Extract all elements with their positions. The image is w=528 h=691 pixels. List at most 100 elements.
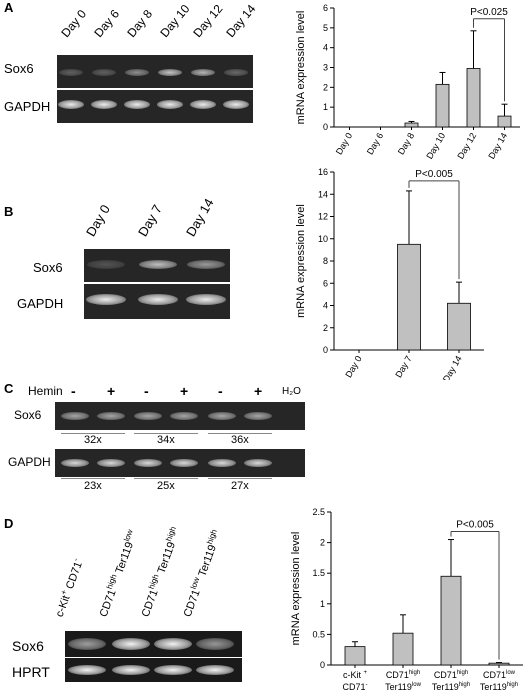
bar — [435, 83, 450, 128]
lane-marker-2: Ter119 — [195, 543, 219, 581]
x-tick-sup: high — [457, 670, 468, 676]
y-tick-label: 2 — [320, 538, 325, 548]
lane-marker-2: Ter119 — [112, 540, 136, 579]
sox6-band — [158, 68, 182, 76]
gapdh-cycle-label: 25x — [157, 480, 175, 492]
hemin-sign: - — [218, 383, 223, 399]
x-tick-sup: high — [459, 682, 470, 688]
y-tick-label: 3 — [323, 63, 328, 73]
panel-b-chart: 0 2 4 6 8 10 12 14 16 mRNA expression level Day 0 D… — [295, 167, 484, 380]
y-tick-label: 4 — [323, 43, 328, 53]
x-tick-label: CD71high — [434, 670, 468, 680]
hemin-sign: - — [71, 383, 76, 399]
bar — [344, 646, 366, 666]
lane-marker-2: CD71 — [62, 560, 85, 594]
sox6-band — [125, 68, 149, 76]
y-tick-label: 0.5 — [312, 629, 325, 639]
x-tick-label: Day 8 — [396, 131, 416, 156]
sox6-cycle-underline — [61, 433, 125, 434]
sox6-band — [224, 68, 248, 76]
y-tick-label: 10 — [318, 234, 328, 244]
sox6-band — [59, 68, 83, 76]
gapdh-cycle-label: 27x — [231, 480, 249, 492]
x-tick-sup: high — [507, 682, 518, 688]
panel-a-lane-label: Day 10 — [157, 1, 193, 41]
panel-a-lane-label: Day 14 — [223, 1, 259, 41]
gapdh-band — [86, 293, 126, 305]
hprt-band — [154, 665, 192, 675]
panel-a-gapdh-gel — [57, 90, 253, 123]
y-tick-label: 14 — [318, 189, 328, 199]
x-tick-sup: low — [412, 682, 422, 688]
bar — [404, 122, 419, 128]
hemin-sign: + — [180, 383, 189, 399]
y-axis-label: mRNA expression level — [290, 532, 302, 646]
sox6-cycle-underline — [208, 433, 272, 434]
panel-d-lane-label: CD71high Ter119low — [95, 528, 140, 618]
panel-a-lane-label: Day 6 — [91, 6, 123, 41]
x-tick-label: Day 6 — [365, 131, 385, 156]
panel-a-letter: A — [4, 0, 14, 15]
panel-b-lane-label: Day 7 — [135, 202, 165, 239]
sox6-band — [97, 412, 125, 420]
lane-marker-2-sup: low — [122, 528, 135, 543]
x-tick-sup: + — [364, 670, 368, 676]
x-tick-label: Day 7 — [393, 354, 413, 379]
lane-marker-1: c-Kit — [53, 593, 73, 619]
panel-b-gapdh-label: GAPDH — [17, 296, 64, 311]
lane-marker-2: Ter119 — [154, 540, 178, 579]
sox6-band — [154, 638, 192, 650]
panel-b-lane-label: Day 0 — [83, 202, 113, 239]
hprt-band — [196, 665, 234, 675]
panel-c-hemin-label: Hemin — [28, 384, 63, 398]
panel-d-chart: 0 0.5 1 1.5 2 2.5 mRNA expression level c-Kit +… — [290, 507, 523, 691]
y-tick-label: 6 — [323, 3, 328, 13]
gapdh-band — [208, 459, 236, 467]
sox6-band — [134, 412, 162, 420]
panel-b-sox6-gel — [84, 249, 230, 282]
gapdh-band — [223, 99, 249, 109]
y-tick-label: 2 — [323, 323, 328, 333]
panel-d-lane-label: CD71high Ter119high — [137, 525, 183, 618]
gapdh-cycle-underline — [134, 478, 198, 479]
y-tick-label: 2 — [323, 82, 328, 92]
x-tick-label: Day 0 — [334, 131, 354, 156]
lane-marker-1: CD71 — [97, 588, 119, 619]
lane-marker-2-sup: high — [164, 525, 178, 543]
y-axis-label: mRNA expression level — [295, 204, 307, 318]
y-tick-label: 0 — [323, 122, 328, 132]
sox6-cycle-label: 36x — [231, 434, 249, 446]
panel-c-sox6-gel — [55, 402, 305, 430]
y-tick-label: 12 — [318, 212, 328, 222]
gapdh-band — [97, 459, 125, 467]
panel-a-lane-label: Day 0 — [58, 6, 90, 41]
y-tick-label: 1.5 — [312, 568, 325, 578]
x-tick-label: CD71low — [483, 670, 516, 680]
gapdh-cycle-underline — [61, 478, 125, 479]
x-tick-label: Day 14 — [441, 354, 464, 380]
sox6-band — [191, 68, 215, 76]
hemin-sign: + — [254, 383, 263, 399]
panel-c-gapdh-label: GAPDH — [8, 455, 51, 469]
bar — [488, 662, 510, 666]
gapdh-cycle-underline — [208, 478, 272, 479]
gapdh-band — [61, 459, 89, 467]
x-tick-label: Day 10 — [424, 131, 447, 160]
panel-a-chart: 0 1 2 3 4 5 6 mRNA expression level Day 0 Day 6 Da… — [295, 3, 520, 160]
gapdh-band — [138, 293, 178, 305]
gapdh-band — [58, 99, 84, 109]
y-tick-label: 5 — [323, 23, 328, 33]
panel-d-hprt-label: HPRT — [12, 664, 50, 680]
hprt-band — [112, 665, 150, 675]
gapdh-band — [190, 99, 216, 109]
panel-c-sox6-label: Sox6 — [14, 408, 42, 422]
x-tick-sup: high — [409, 670, 420, 676]
sox6-cycle-underline — [134, 433, 198, 434]
x-tick-label: c-Kit + — [343, 670, 368, 680]
panel-b-gapdh-gel — [84, 284, 230, 319]
x-tick-sup: low — [506, 670, 516, 676]
bar — [440, 575, 462, 666]
x-tick-sup: - — [366, 682, 368, 688]
bar — [466, 68, 481, 128]
lane-marker-2-sup: high — [205, 528, 219, 546]
